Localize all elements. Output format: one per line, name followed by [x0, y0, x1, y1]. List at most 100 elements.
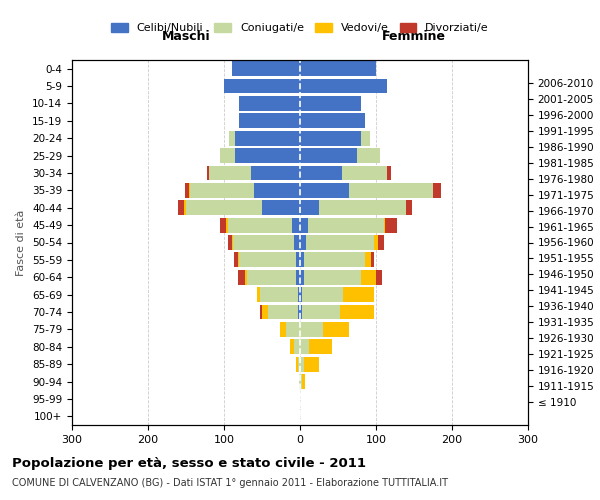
Bar — [300, 304, 302, 320]
Bar — [178, 200, 184, 215]
Bar — [319, 200, 406, 215]
Bar — [349, 183, 433, 198]
Text: Femmine: Femmine — [382, 30, 446, 43]
Bar — [226, 218, 228, 232]
Bar — [340, 304, 374, 320]
Bar — [185, 183, 189, 198]
Bar — [300, 62, 376, 76]
Bar — [239, 252, 296, 268]
Bar — [406, 200, 412, 215]
Bar — [296, 270, 300, 284]
Bar — [257, 288, 260, 302]
Bar — [184, 200, 186, 215]
Bar — [385, 218, 397, 232]
Bar — [296, 357, 298, 372]
Bar — [189, 183, 190, 198]
Bar — [302, 304, 340, 320]
Bar — [383, 218, 385, 232]
Bar — [232, 62, 300, 76]
Bar — [290, 340, 294, 354]
Bar — [300, 131, 361, 146]
Bar — [280, 322, 286, 337]
Bar — [262, 304, 268, 320]
Bar — [260, 288, 298, 302]
Bar — [357, 148, 380, 163]
Bar — [298, 288, 300, 302]
Text: Maschi: Maschi — [161, 30, 211, 43]
Bar — [232, 235, 233, 250]
Y-axis label: Fasce di età: Fasce di età — [16, 210, 26, 276]
Bar — [300, 374, 302, 389]
Bar — [300, 218, 308, 232]
Text: COMUNE DI CALVENZANO (BG) - Dati ISTAT 1° gennaio 2011 - Elaborazione TUTTITALIA: COMUNE DI CALVENZANO (BG) - Dati ISTAT 1… — [12, 478, 448, 488]
Bar — [302, 288, 343, 302]
Bar — [323, 322, 349, 337]
Bar — [260, 304, 262, 320]
Bar — [300, 114, 365, 128]
Bar — [235, 131, 300, 146]
Bar — [304, 270, 361, 284]
Bar — [365, 252, 371, 268]
Bar — [302, 374, 305, 389]
Bar — [361, 131, 370, 146]
Bar — [268, 304, 298, 320]
Bar — [309, 340, 332, 354]
Bar — [294, 340, 300, 354]
Bar — [294, 235, 300, 250]
Bar — [378, 235, 385, 250]
Bar — [308, 218, 383, 232]
Bar — [300, 357, 304, 372]
Bar — [247, 270, 296, 284]
Bar — [300, 235, 306, 250]
Bar — [298, 357, 300, 372]
Bar — [190, 183, 254, 198]
Bar — [207, 166, 209, 180]
Bar — [228, 218, 292, 232]
Bar — [235, 148, 300, 163]
Bar — [239, 96, 300, 111]
Bar — [300, 166, 342, 180]
Bar — [239, 114, 300, 128]
Bar — [300, 252, 304, 268]
Bar — [376, 270, 382, 284]
Bar — [209, 166, 251, 180]
Bar — [433, 183, 440, 198]
Bar — [245, 270, 247, 284]
Bar — [229, 131, 235, 146]
Bar — [224, 78, 300, 94]
Bar — [251, 166, 300, 180]
Bar — [220, 218, 226, 232]
Bar — [300, 148, 357, 163]
Bar — [262, 200, 300, 215]
Bar — [254, 183, 300, 198]
Bar — [296, 252, 300, 268]
Bar — [300, 78, 388, 94]
Bar — [300, 270, 304, 284]
Bar — [342, 166, 388, 180]
Bar — [371, 252, 374, 268]
Bar — [299, 374, 300, 389]
Bar — [238, 270, 245, 284]
Bar — [388, 166, 391, 180]
Bar — [292, 218, 300, 232]
Bar — [234, 252, 238, 268]
Bar — [374, 235, 378, 250]
Bar — [300, 340, 309, 354]
Bar — [300, 288, 302, 302]
Bar — [300, 96, 361, 111]
Bar — [233, 235, 294, 250]
Bar — [306, 235, 374, 250]
Bar — [304, 252, 365, 268]
Bar — [286, 322, 300, 337]
Bar — [300, 183, 349, 198]
Text: Popolazione per età, sesso e stato civile - 2011: Popolazione per età, sesso e stato civil… — [12, 458, 366, 470]
Bar — [238, 252, 239, 268]
Legend: Celibi/Nubili, Coniugati/e, Vedovi/e, Divorziati/e: Celibi/Nubili, Coniugati/e, Vedovi/e, Di… — [107, 18, 493, 38]
Bar — [220, 148, 235, 163]
Bar — [361, 270, 376, 284]
Bar — [304, 357, 319, 372]
Bar — [228, 235, 232, 250]
Bar — [343, 288, 374, 302]
Bar — [300, 200, 319, 215]
Bar — [300, 322, 323, 337]
